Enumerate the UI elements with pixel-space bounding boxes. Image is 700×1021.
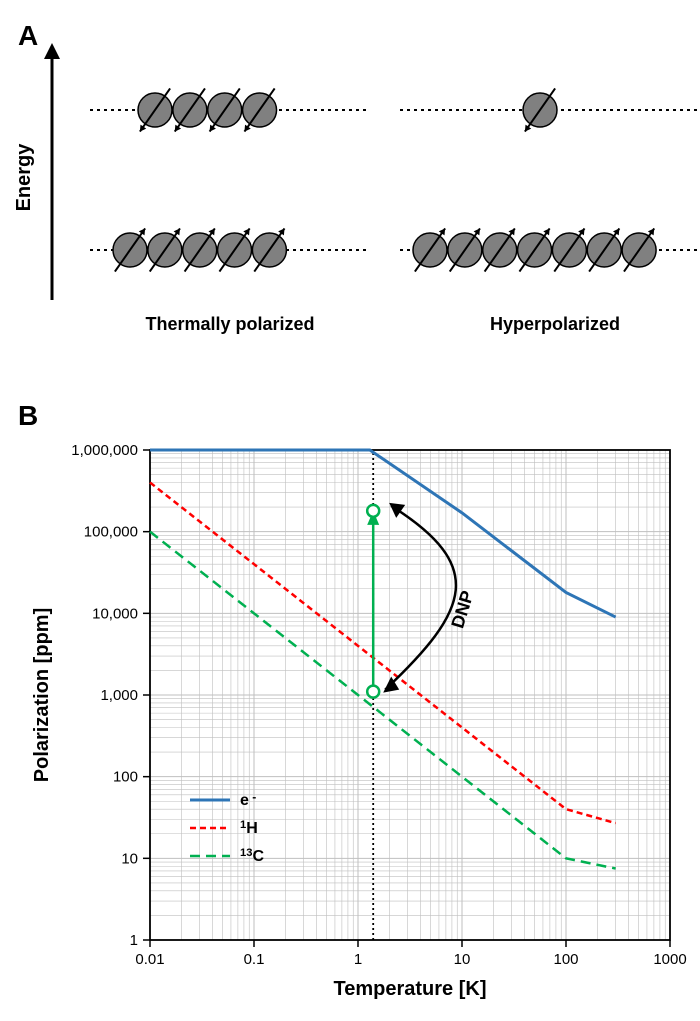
spin-up-icon (448, 228, 482, 271)
x-axis-label: Temperature [K] (334, 978, 487, 1000)
y-tick-label: 1,000 (100, 687, 138, 704)
x-tick-label: 10 (454, 951, 471, 968)
panel-a: A Energy Thermally polarized Hyperpolarized (13, 20, 700, 334)
energy-axis-label: Energy (13, 143, 35, 212)
thermal-label: Thermally polarized (145, 314, 314, 334)
energy-axis-arrowhead (44, 43, 60, 59)
x-tick-label: 0.01 (135, 951, 164, 968)
spin-down-icon (523, 88, 557, 131)
y-tick-label: 1 (130, 932, 138, 949)
figure-page: A Energy Thermally polarized Hyperpolarized… (0, 0, 700, 1021)
figure-svg: A Energy Thermally polarized Hyperpolarized… (0, 0, 700, 1021)
y-tick-label: 10 (121, 850, 138, 867)
spin-up-icon (252, 228, 286, 271)
spin-down-icon (208, 88, 242, 131)
spin-down-icon (243, 88, 277, 131)
hyper-label: Hyperpolarized (490, 314, 620, 334)
spin-up-icon (483, 228, 517, 271)
spin-down-icon (173, 88, 207, 131)
spin-up-icon (587, 228, 621, 271)
spin-up-icon (148, 228, 182, 271)
panel-b-label: B (18, 400, 38, 431)
y-axis-label: Polarization [ppm] (31, 608, 53, 782)
x-tick-label: 1000 (653, 951, 686, 968)
spin-up-icon (113, 228, 147, 271)
y-tick-label: 100,000 (84, 524, 138, 541)
spin-up-icon (218, 228, 252, 271)
x-tick-label: 0.1 (244, 951, 265, 968)
spin-down-icon (138, 88, 172, 131)
panel-a-label: A (18, 20, 38, 51)
spin-up-icon (552, 228, 586, 271)
y-tick-label: 10,000 (92, 605, 138, 622)
dnp-marker-top (367, 505, 379, 517)
y-tick-label: 100 (113, 769, 138, 786)
spin-up-icon (413, 228, 447, 271)
spin-up-icon (622, 228, 656, 271)
x-tick-label: 100 (553, 951, 578, 968)
spin-up-icon (518, 228, 552, 271)
y-tick-label: 1,000,000 (71, 442, 138, 459)
panel-b: B 0.01 0.1 1 10 100 1000 1 10 100 1,000 10,000 100,0… (18, 400, 687, 1000)
dnp-marker-bottom (367, 686, 379, 698)
spin-up-icon (183, 228, 217, 271)
x-tick-label: 1 (354, 951, 362, 968)
